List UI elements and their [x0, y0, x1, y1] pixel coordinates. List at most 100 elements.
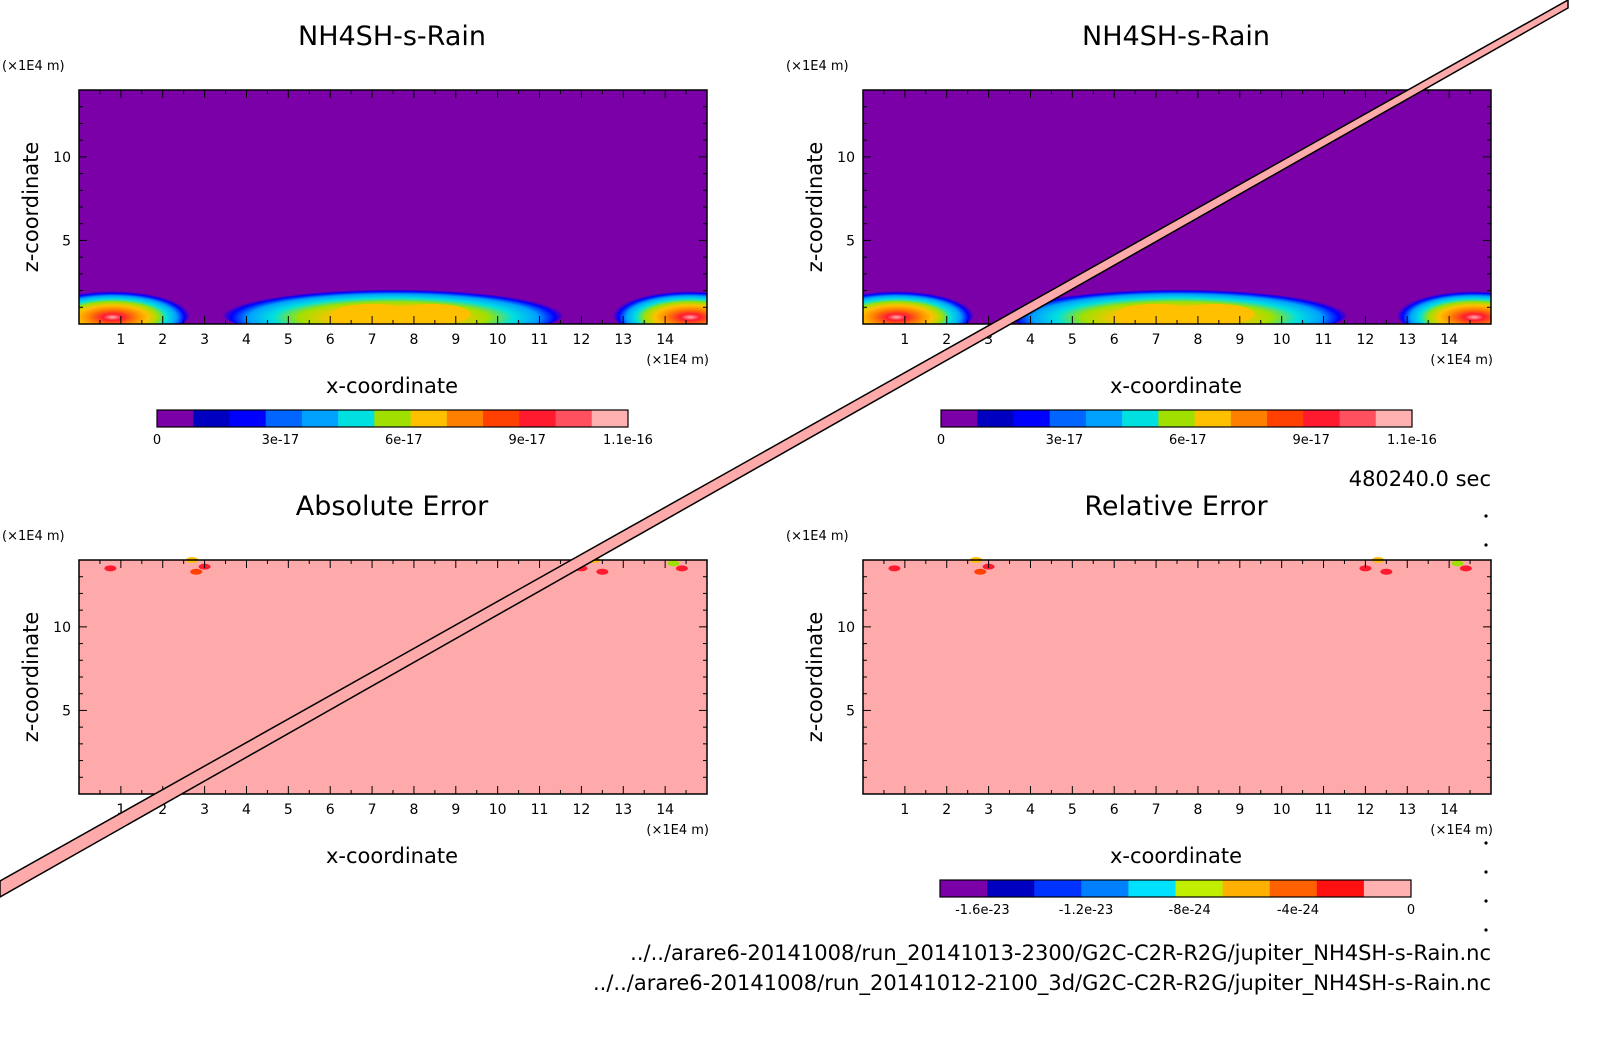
x-tick-label: 13 — [1398, 802, 1416, 818]
x-tick-label: 4 — [242, 332, 251, 348]
x-tick-label: 1 — [116, 802, 125, 818]
x-tick-label: 12 — [572, 332, 590, 348]
x-tick-label: 14 — [656, 802, 674, 818]
colorbar-label: 3e-17 — [1046, 433, 1084, 448]
colorbar-swatch — [977, 410, 1014, 427]
colorbar-swatch — [1316, 880, 1365, 897]
x-tick-label: 1 — [900, 332, 909, 348]
x-tick-label: 11 — [1315, 802, 1333, 818]
colorbar-label: 9e-17 — [508, 433, 546, 448]
x-unit-label: (×1E4 m) — [646, 823, 709, 838]
colorbar-swatch — [1175, 880, 1224, 897]
colorbar-frame — [156, 409, 629, 428]
x-tick-label: 9 — [451, 802, 460, 818]
y-axis-label: z-coordinate — [803, 142, 827, 273]
error-speckle — [1451, 560, 1464, 567]
colorbar-label: 0 — [937, 433, 945, 448]
colorbar-label: 0 — [153, 433, 161, 448]
colorbar-swatch — [265, 410, 303, 427]
x-tick-label: 2 — [942, 802, 951, 818]
margin-dot — [1484, 543, 1488, 547]
colorbar-label: 1.1e-16 — [603, 433, 653, 448]
colorbar-swatch — [1267, 410, 1304, 427]
rain-features — [79, 284, 707, 324]
rain-blob-right — [612, 286, 707, 324]
overlay-layer: 480240.0 sec ../../arare6-20141008/run_20… — [0, 0, 1569, 996]
x-tick-label: 3 — [200, 332, 209, 348]
colorbar-swatch — [483, 410, 520, 427]
x-tick-label: 14 — [656, 332, 674, 348]
colorbar-swatch — [374, 410, 412, 427]
x-unit-label: (×1E4 m) — [1430, 823, 1493, 838]
x-tick-label: 3 — [984, 332, 993, 348]
x-axis-label: x-coordinate — [1110, 374, 1242, 398]
x-tick-label: 5 — [1068, 332, 1077, 348]
colorbar-swatch — [1339, 410, 1377, 427]
margin-dot — [1484, 870, 1488, 874]
panel-bottom-right: Relative Error(×1E4 m)1 2 3 4 5 6 7 8 9 10 11 12 13 1… — [786, 491, 1493, 918]
panel-top-right: NH4SH-s-Rain(×1E4 m)1 2 3 4 5 6 7 8 9 10 11 12 13 145… — [786, 21, 1493, 448]
rain-features — [863, 284, 1491, 324]
x-tick-label: 7 — [1152, 332, 1161, 348]
x-tick-label: 3 — [200, 802, 209, 818]
diagonal-artifact-stripe — [0, 0, 1569, 898]
colorbar-label: 1.1e-16 — [1387, 433, 1437, 448]
x-tick-label: 6 — [326, 802, 335, 818]
colorbar-label: 9e-17 — [1292, 433, 1330, 448]
y-unit-label: (×1E4 m) — [2, 59, 65, 74]
x-tick-label: 7 — [1152, 802, 1161, 818]
x-tick-label: 2 — [158, 802, 167, 818]
colorbar-swatch — [301, 410, 339, 427]
error-speckle — [104, 565, 117, 572]
rain-blob-middle — [1005, 284, 1349, 324]
x-tick-label: 6 — [326, 332, 335, 348]
x-tick-label: 4 — [242, 802, 251, 818]
x-tick-label: 12 — [1356, 802, 1374, 818]
y-tick-label: 10 — [53, 150, 71, 166]
x-axis-label: x-coordinate — [326, 374, 458, 398]
colorbar-swatch — [1303, 410, 1341, 427]
x-tick-label: 8 — [1193, 332, 1202, 348]
colorbar-swatch — [1194, 410, 1232, 427]
colorbar-swatch — [1363, 880, 1412, 897]
colorbar-swatch — [1230, 410, 1268, 427]
margin-dot — [1484, 841, 1488, 845]
file-path-label: ../../arare6-20141008/run_20141012-2100_… — [593, 971, 1491, 996]
x-tick-label: 9 — [451, 332, 460, 348]
error-speckle — [1380, 568, 1393, 575]
x-tick-label: 9 — [1235, 802, 1244, 818]
y-unit-label: (×1E4 m) — [786, 59, 849, 74]
rain-blob-left — [863, 286, 975, 324]
x-tick-label: 8 — [409, 802, 418, 818]
x-tick-label: 10 — [1273, 802, 1291, 818]
colorbar-swatch — [941, 410, 978, 427]
x-axis-label: x-coordinate — [326, 844, 458, 868]
y-axis-label: z-coordinate — [19, 612, 43, 743]
rain-blob-left — [79, 286, 191, 324]
error-speckle — [1459, 565, 1472, 572]
y-axis-label: z-coordinate — [803, 612, 827, 743]
x-tick-label: 6 — [1110, 332, 1119, 348]
y-tick-label: 10 — [53, 620, 71, 636]
margin-dot — [1484, 928, 1488, 932]
colorbar-swatch — [1122, 410, 1159, 427]
colorbar-label: 6e-17 — [385, 433, 423, 448]
x-tick-label: 4 — [1026, 802, 1035, 818]
x-tick-label: 10 — [489, 332, 507, 348]
panel-top-left: NH4SH-s-Rain(×1E4 m)1 2 3 4 5 6 7 8 9 10 11 12 13 145… — [2, 21, 709, 448]
panel-title: Absolute Error — [296, 491, 489, 522]
rain-core-middle-a — [1116, 304, 1197, 324]
colorbar-swatch — [940, 880, 988, 897]
colorbar-swatch — [1128, 880, 1176, 897]
x-axis-label: x-coordinate — [1110, 844, 1242, 868]
colorbar-swatch — [1013, 410, 1051, 427]
x-tick-label: 13 — [1398, 332, 1416, 348]
x-tick-label: 7 — [368, 332, 377, 348]
x-tick-label: 2 — [942, 332, 951, 348]
colorbar-label: 6e-17 — [1169, 433, 1207, 448]
margin-dot — [1484, 514, 1488, 518]
y-unit-label: (×1E4 m) — [2, 529, 65, 544]
colorbar-swatch — [591, 410, 629, 427]
field-background — [863, 560, 1491, 794]
rain-blob-middle — [221, 284, 565, 324]
